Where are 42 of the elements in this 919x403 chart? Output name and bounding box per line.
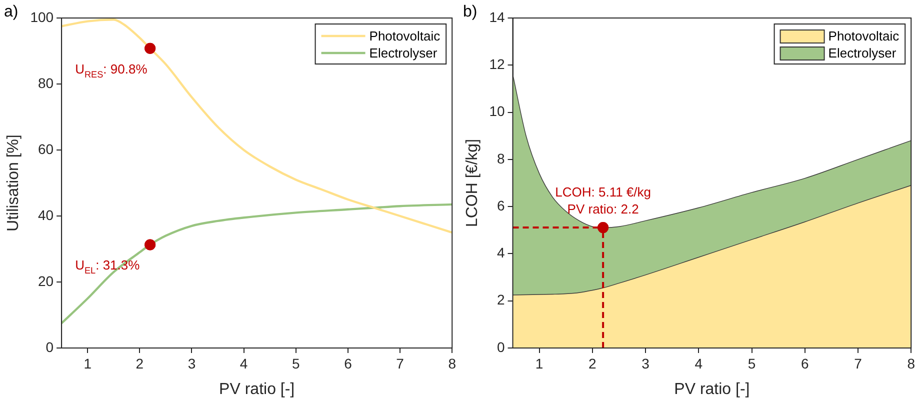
- y-tick-label: 6: [496, 197, 505, 214]
- chart-title: a): [4, 3, 18, 20]
- annotation: LCOH: 5.11 €/kg: [555, 184, 652, 200]
- legend-label: Photovoltaic: [828, 28, 900, 44]
- y-tick-label: 8: [496, 150, 505, 166]
- y-tick-label: 80: [38, 74, 54, 91]
- y-tick-label: 2: [496, 292, 505, 308]
- x-tick-label: 4: [240, 355, 248, 372]
- x-tick-label: 7: [854, 355, 862, 372]
- y-tick-label: 10: [489, 103, 505, 120]
- x-tick-label: 1: [84, 355, 92, 372]
- x-tick-label: 4: [694, 355, 703, 372]
- x-axis-title: PV ratio [-]: [674, 380, 750, 398]
- y-tick-label: 4: [496, 244, 505, 261]
- x-tick-label: 5: [292, 355, 300, 372]
- x-tick-label: 5: [748, 355, 756, 372]
- x-tick-label: 2: [136, 355, 144, 372]
- x-tick-label: 8: [907, 355, 916, 372]
- chart-title: b): [463, 3, 478, 20]
- legend-label: Photovoltaic: [369, 28, 441, 44]
- x-tick-label: 1: [535, 355, 544, 372]
- y-tick-label: 0: [496, 338, 505, 355]
- y-axis-title: LCOH [€/kg]: [464, 138, 482, 228]
- y-tick-label: 12: [489, 56, 505, 72]
- x-tick-label: 3: [188, 355, 196, 372]
- y-tick-label: 0: [46, 338, 54, 355]
- x-tick-label: 6: [800, 355, 809, 372]
- y-tick-label: 100: [30, 8, 54, 25]
- x-tick-label: 8: [448, 355, 456, 372]
- legend-label: Electrolyser: [369, 46, 438, 61]
- annotation: PV ratio: 2.2: [567, 202, 639, 217]
- y-tick-label: 40: [38, 206, 54, 223]
- x-tick-label: 6: [344, 355, 352, 372]
- x-tick-label: 7: [396, 355, 404, 372]
- y-tick-label: 14: [489, 8, 505, 25]
- y-axis-title: Utilisation [%]: [5, 134, 22, 232]
- x-tick-label: 2: [588, 355, 597, 372]
- y-tick-label: 20: [38, 272, 54, 289]
- x-tick-label: 3: [642, 355, 650, 372]
- x-axis-title: PV ratio [-]: [219, 380, 295, 398]
- y-tick-label: 60: [38, 140, 54, 157]
- legend-label: Electrolyser: [828, 46, 897, 61]
